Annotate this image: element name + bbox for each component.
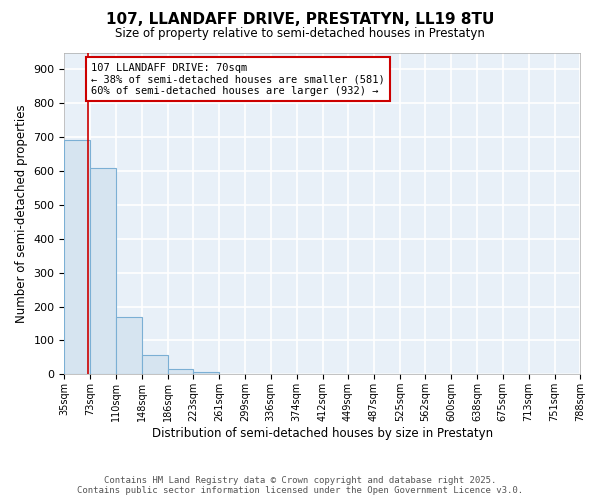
Text: 107, LLANDAFF DRIVE, PRESTATYN, LL19 8TU: 107, LLANDAFF DRIVE, PRESTATYN, LL19 8TU: [106, 12, 494, 28]
Text: Size of property relative to semi-detached houses in Prestatyn: Size of property relative to semi-detach…: [115, 28, 485, 40]
Bar: [91, 168, 116, 374]
X-axis label: Distribution of semi-detached houses by size in Prestatyn: Distribution of semi-detached houses by …: [152, 427, 493, 440]
Bar: [142, 355, 168, 374]
Bar: [116, 316, 142, 374]
Bar: [64, 140, 91, 374]
Y-axis label: Number of semi-detached properties: Number of semi-detached properties: [15, 104, 28, 322]
Text: 107 LLANDAFF DRIVE: 70sqm
← 38% of semi-detached houses are smaller (581)
60% of: 107 LLANDAFF DRIVE: 70sqm ← 38% of semi-…: [91, 62, 385, 96]
Bar: [193, 372, 219, 374]
Bar: [168, 369, 193, 374]
Text: Contains HM Land Registry data © Crown copyright and database right 2025.
Contai: Contains HM Land Registry data © Crown c…: [77, 476, 523, 495]
